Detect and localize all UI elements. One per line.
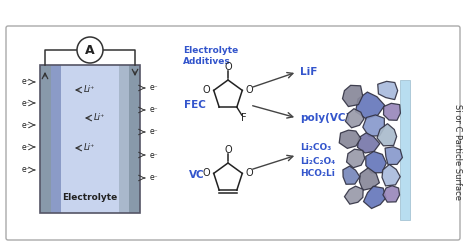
- Polygon shape: [359, 168, 379, 190]
- Polygon shape: [357, 133, 380, 153]
- Bar: [51, 65, 61, 213]
- Bar: [400, 80, 410, 220]
- Polygon shape: [346, 149, 365, 168]
- Text: VC: VC: [189, 170, 205, 180]
- Text: FEC: FEC: [184, 100, 206, 110]
- Circle shape: [77, 37, 103, 63]
- Bar: [119, 65, 129, 213]
- Text: LiF: LiF: [300, 67, 318, 77]
- Text: Electrolyte: Electrolyte: [63, 193, 118, 203]
- Text: Li₂C₂O₄: Li₂C₂O₄: [300, 156, 335, 165]
- Text: O: O: [203, 85, 210, 95]
- Polygon shape: [366, 151, 386, 173]
- Text: e⁻: e⁻: [22, 98, 30, 107]
- Text: e⁻: e⁻: [22, 77, 30, 87]
- Text: O: O: [224, 62, 232, 72]
- Text: Li⁺: Li⁺: [84, 85, 95, 93]
- Text: O: O: [224, 145, 232, 155]
- Text: e⁻: e⁻: [150, 127, 158, 136]
- Polygon shape: [364, 186, 386, 209]
- Text: Li₂CO₃: Li₂CO₃: [300, 144, 331, 153]
- Polygon shape: [346, 109, 364, 128]
- Text: A: A: [85, 44, 95, 58]
- FancyBboxPatch shape: [6, 26, 460, 240]
- Text: O: O: [203, 168, 210, 178]
- Text: poly(VC): poly(VC): [300, 113, 350, 123]
- Polygon shape: [363, 115, 384, 136]
- Text: e⁻: e⁻: [150, 151, 158, 159]
- Text: HCO₂Li: HCO₂Li: [300, 169, 335, 179]
- Text: Li⁺: Li⁺: [84, 143, 95, 152]
- Bar: [40, 65, 140, 213]
- Text: e⁻: e⁻: [22, 121, 30, 129]
- Bar: [129, 65, 140, 213]
- Text: e⁻: e⁻: [22, 165, 30, 175]
- Text: O: O: [246, 168, 253, 178]
- Text: e⁻: e⁻: [150, 105, 158, 115]
- Polygon shape: [385, 147, 402, 164]
- Text: e⁻: e⁻: [22, 143, 30, 152]
- Polygon shape: [383, 103, 401, 120]
- Text: O: O: [246, 85, 253, 95]
- Polygon shape: [377, 124, 397, 146]
- Text: e⁻: e⁻: [150, 174, 158, 183]
- Polygon shape: [343, 85, 363, 107]
- Bar: [40, 65, 140, 213]
- Bar: [40, 65, 51, 213]
- Polygon shape: [382, 164, 400, 186]
- Polygon shape: [378, 81, 398, 100]
- Text: Electrolyte
Additives: Electrolyte Additives: [183, 46, 238, 66]
- Text: Li⁺: Li⁺: [94, 113, 105, 122]
- Polygon shape: [383, 186, 400, 202]
- Polygon shape: [345, 186, 363, 204]
- Polygon shape: [356, 92, 385, 119]
- Text: F: F: [241, 113, 246, 123]
- Polygon shape: [343, 166, 360, 184]
- Polygon shape: [339, 130, 361, 148]
- Text: Si or C Particle Surface: Si or C Particle Surface: [454, 104, 463, 200]
- Text: e⁻: e⁻: [150, 84, 158, 93]
